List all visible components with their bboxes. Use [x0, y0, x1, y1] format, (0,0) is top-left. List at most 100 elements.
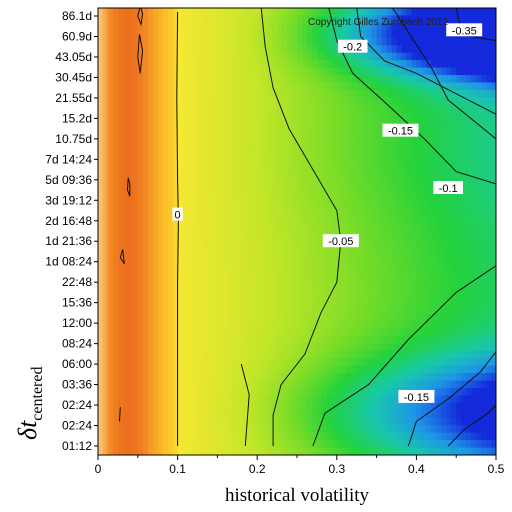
heatmap-cell [391, 171, 398, 180]
heatmap-cell [252, 440, 258, 449]
heatmap-cell [386, 231, 393, 240]
heatmap-cell [197, 97, 204, 106]
heatmap-cell [346, 395, 353, 404]
heatmap-cell [381, 112, 388, 121]
heatmap-cell [401, 417, 408, 426]
heatmap-cell [306, 119, 313, 128]
heatmap-cell [486, 417, 492, 426]
heatmap-cell [257, 402, 263, 411]
heatmap-cell [306, 67, 313, 76]
heatmap-cell [316, 432, 323, 441]
heatmap-cell [127, 343, 134, 352]
heatmap-cell [461, 335, 467, 344]
heatmap-cell [127, 149, 134, 158]
heatmap-cell [252, 8, 258, 17]
heatmap-cell [301, 216, 308, 225]
heatmap-cell [456, 45, 462, 54]
heatmap-cell [137, 75, 144, 84]
heatmap-cell [411, 298, 417, 307]
heatmap-cell [446, 15, 452, 24]
heatmap-cell [277, 291, 283, 300]
heatmap-cell [451, 350, 457, 359]
heatmap-cell [456, 60, 462, 69]
heatmap-cell [122, 171, 129, 180]
heatmap-cell [152, 425, 159, 434]
heatmap-cell [162, 75, 169, 84]
heatmap-cell [137, 30, 144, 39]
heatmap-cell [152, 417, 159, 426]
heatmap-cell [346, 82, 353, 91]
heatmap-cell [451, 104, 457, 113]
heatmap-cell [107, 291, 114, 300]
heatmap-cell [481, 75, 487, 84]
heatmap-cell [282, 447, 288, 455]
heatmap-cell [311, 291, 318, 300]
heatmap-cell [232, 45, 238, 54]
heatmap-cell [316, 8, 323, 17]
heatmap-cell [222, 335, 228, 344]
heatmap-cell [182, 253, 189, 262]
heatmap-cell [471, 395, 477, 404]
heatmap-cell [441, 52, 447, 61]
heatmap-cell [217, 45, 223, 54]
heatmap-cell [122, 8, 129, 17]
heatmap-cell [316, 194, 323, 203]
heatmap-cell [117, 171, 124, 180]
heatmap-cell [371, 306, 378, 315]
heatmap-cell [316, 365, 323, 374]
heatmap-cell [421, 425, 427, 434]
heatmap-cell [197, 15, 204, 24]
heatmap-cell [381, 298, 388, 307]
heatmap-cell [127, 186, 134, 195]
heatmap-cell [182, 298, 189, 307]
heatmap-cell [316, 320, 323, 329]
heatmap-cell [282, 201, 288, 210]
heatmap-cell [197, 283, 204, 292]
heatmap-cell [297, 186, 303, 195]
heatmap-cell [187, 82, 194, 91]
heatmap-cell [431, 373, 437, 382]
y-tick-label: 01:12 [62, 439, 92, 453]
heatmap-cell [371, 186, 378, 195]
heatmap-cell [297, 320, 303, 329]
heatmap-cell [122, 276, 129, 285]
heatmap-cell [112, 313, 119, 322]
heatmap-cell [237, 261, 243, 270]
heatmap-cell [227, 320, 233, 329]
contour-label-bg [322, 234, 359, 248]
heatmap-cell [227, 298, 233, 307]
heatmap-cell [172, 291, 179, 300]
heatmap-cell [172, 97, 179, 106]
heatmap-cell [466, 75, 472, 84]
heatmap-cell [356, 15, 363, 24]
heatmap-cell [356, 291, 363, 300]
heatmap-cell [207, 395, 214, 404]
heatmap-cell [292, 157, 298, 166]
heatmap-cell [486, 157, 492, 166]
heatmap-cell [197, 45, 204, 54]
heatmap-cell [331, 22, 338, 31]
heatmap-cell [167, 365, 174, 374]
heatmap-cell [331, 387, 338, 396]
heatmap-cell [202, 224, 209, 233]
heatmap-cell [237, 276, 243, 285]
heatmap-cell [326, 253, 333, 262]
heatmap-cell [137, 112, 144, 121]
heatmap-cell [227, 358, 233, 367]
heatmap-cell [416, 30, 422, 39]
heatmap-cell [346, 402, 353, 411]
heatmap-cell [446, 291, 452, 300]
heatmap-cell [247, 60, 253, 69]
heatmap-cell [292, 179, 298, 188]
heatmap-cell [356, 358, 363, 367]
heatmap-cell [112, 343, 119, 352]
heatmap-cell [461, 410, 467, 419]
heatmap-cell [376, 52, 383, 61]
heatmap-cell [147, 395, 154, 404]
heatmap-cell [222, 306, 228, 315]
heatmap-cell [187, 238, 194, 247]
heatmap-cell [416, 276, 422, 285]
heatmap-cell [346, 127, 353, 136]
heatmap-cell [361, 194, 368, 203]
heatmap-cell [426, 52, 432, 61]
